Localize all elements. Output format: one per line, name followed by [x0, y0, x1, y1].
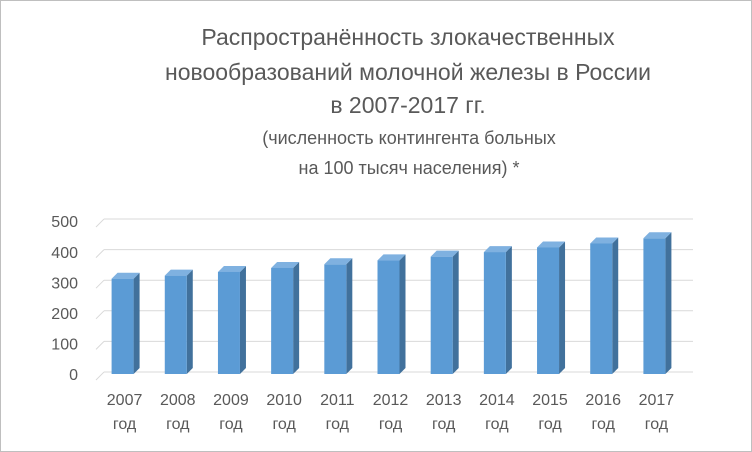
bar-top	[164, 269, 193, 276]
bar	[217, 271, 240, 374]
grid-line	[95, 218, 105, 228]
bar-top	[430, 250, 459, 257]
bar-top	[590, 237, 619, 244]
bar-side	[346, 258, 353, 374]
bar-top	[324, 258, 353, 265]
grid-line	[95, 279, 105, 289]
x-tick-label: 2007 год	[106, 392, 143, 433]
grid-line	[95, 341, 105, 350]
x-tick-label: 2008 год	[159, 392, 196, 433]
y-tick-label: 100	[51, 337, 78, 354]
bar	[164, 275, 187, 374]
bar-side	[665, 232, 672, 374]
bar	[643, 238, 666, 374]
bar-side	[559, 241, 566, 374]
chart-title: Распространённость злокачественных	[201, 24, 615, 50]
bar-side	[186, 269, 193, 374]
y-tick-label: 500	[51, 214, 78, 231]
x-tick-label: 2016 год	[585, 392, 622, 433]
bar	[537, 247, 560, 374]
x-tick-label: 2010 год	[266, 392, 302, 433]
x-tick-label: 2012 год	[372, 392, 409, 433]
chart-subtitle: на 100 тысяч населения) *	[299, 158, 520, 178]
bar-top	[483, 246, 512, 253]
bar-top	[271, 261, 300, 268]
bar	[483, 252, 506, 374]
x-tick-label: 2015 год	[532, 392, 568, 433]
x-tick-label: 2014 год	[479, 392, 515, 433]
chart-title: новообразований молочной железы в России	[165, 59, 651, 85]
bar-side	[612, 237, 619, 374]
bar-side	[133, 272, 140, 374]
y-tick-label: 400	[51, 245, 78, 262]
bar-side	[293, 261, 300, 374]
bar	[111, 278, 134, 374]
bar	[430, 256, 453, 374]
x-tick-label: 2011 год	[320, 392, 355, 433]
y-tick-label: 300	[51, 275, 78, 292]
bar	[324, 264, 347, 374]
chart-subtitle: (численность контингента больных	[262, 128, 556, 148]
bar	[271, 267, 294, 374]
grid-line	[95, 310, 105, 320]
x-tick-label: 2013 год	[425, 392, 462, 433]
bar-top	[111, 272, 140, 279]
bar-top	[537, 241, 566, 248]
bar	[590, 243, 613, 374]
bar-top	[377, 254, 406, 261]
y-tick-label: 0	[69, 367, 78, 384]
bar-side	[399, 254, 406, 374]
bar-top	[643, 232, 672, 239]
bar-side	[239, 265, 246, 374]
bar	[377, 260, 400, 374]
grid-line	[95, 371, 105, 381]
bar-side	[505, 246, 512, 374]
x-tick-label: 2017 год	[638, 392, 675, 433]
chart-title: в 2007-2017 гг.	[330, 92, 485, 118]
grid-line	[95, 249, 105, 258]
y-tick-label: 200	[51, 306, 78, 323]
bar-top	[217, 265, 246, 272]
bar-side	[452, 250, 459, 374]
x-tick-label: 2009 год	[213, 392, 249, 433]
